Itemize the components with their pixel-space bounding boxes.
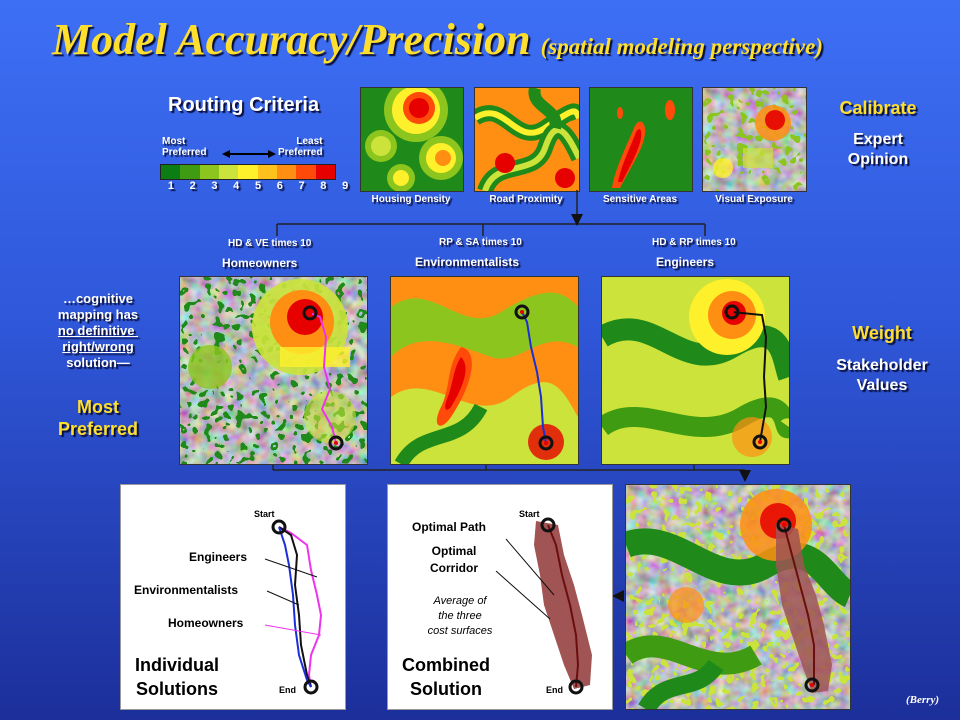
scale-number-7: 7: [298, 180, 305, 192]
combined-end-label: End: [546, 685, 563, 695]
start-label: Start: [254, 509, 275, 519]
homeowners-label: Homeowners: [222, 256, 298, 270]
engineers-label: Engineers: [656, 255, 715, 269]
label-average-cost: Average of the three cost surfaces: [427, 595, 493, 637]
scale-number-1: 1: [167, 180, 174, 192]
title-subtitle: (spatial modeling perspective): [540, 34, 823, 59]
environmentalists-label: Environmentalists: [415, 255, 520, 269]
scale-number-6: 6: [276, 180, 283, 192]
homeowners-formula: HD & VE times 10: [228, 238, 312, 249]
scale-number-9: 9: [342, 180, 349, 192]
individual-caption: Individual Solutions: [134, 655, 219, 699]
scale-number-5: 5: [254, 180, 262, 192]
label-optimal-corridor: Optimal Corridor: [430, 544, 478, 575]
page-title: Model Accuracy/Precision (spatial modelin…: [52, 14, 823, 65]
criteria-label-sensitive: Sensitive Areas: [602, 194, 678, 205]
cognitive-text-3: solution—: [66, 355, 130, 370]
engineers-map: [601, 276, 790, 465]
combined-solution-panel: Start End Optimal Path Optimal Corridor …: [387, 484, 613, 710]
sensitive-areas-map: [589, 87, 693, 192]
calibrate-subtitle: Expert Opinion: [847, 131, 909, 168]
double-arrow-icon: [222, 150, 276, 158]
scale-swatch-1: [161, 165, 181, 179]
scale-swatch-8: [296, 165, 316, 179]
label-optimal-path: Optimal Path: [412, 520, 487, 534]
visual-exposure-map: [702, 87, 807, 192]
routing-criteria-title: Routing Criteria: [168, 94, 320, 116]
cognitive-text-2: no definitive right/wrong: [57, 323, 135, 354]
calibrate-title: Calibrate: [839, 98, 917, 118]
combined-start-label: Start: [519, 509, 540, 519]
cognitive-text-1: …cognitive mapping has: [57, 291, 139, 322]
individual-solutions-panel: Start End Engineers Environmentalists Ho…: [120, 484, 346, 710]
combined-caption: Combined Solution: [402, 655, 490, 699]
scale-swatch-4: [218, 165, 239, 179]
road-proximity-map: [474, 87, 580, 192]
scale-swatch-5: [238, 165, 258, 179]
environmentalists-map: [390, 276, 579, 465]
scale-number-8: 8: [320, 180, 327, 192]
housing-density-map: [360, 87, 464, 192]
criteria-label-road: Road Proximity: [489, 194, 563, 205]
weight-title: Weight: [852, 323, 912, 343]
scale-swatch-6: [257, 165, 277, 179]
scale-numbers: 1 2 3 4 5 6 7 8 9: [160, 181, 356, 192]
title-main: Model Accuracy/Precision: [52, 15, 531, 64]
label-engineers: Engineers: [189, 550, 248, 564]
scale-number-2: 2: [189, 180, 196, 192]
scale-swatch-3: [199, 165, 219, 179]
scale-number-4: 4: [233, 180, 240, 192]
legend-least-preferred: Least Preferred: [278, 136, 323, 158]
scale-swatch-7: [276, 165, 297, 179]
legend-most-preferred: Most Preferred: [162, 136, 207, 158]
criteria-label-visual: Visual Exposure: [715, 194, 793, 205]
combined-solution-map: [625, 484, 851, 710]
scale-number-3: 3: [211, 180, 218, 192]
criteria-label-housing: Housing Density: [371, 194, 451, 205]
environmentalists-formula: RP & SA times 10: [439, 237, 522, 248]
label-homeowners: Homeowners: [168, 616, 244, 630]
scale-swatch-2: [180, 165, 200, 179]
credit-text: (Berry): [906, 694, 939, 706]
color-scale-bar: [160, 164, 336, 180]
combined-corridor: [495, 517, 592, 695]
label-environmentalists: Environmentalists: [134, 583, 239, 597]
most-preferred-text: Most Preferred: [57, 397, 139, 439]
engineers-formula: HD & RP times 10: [652, 237, 736, 248]
scale-swatch-9: [315, 165, 335, 179]
end-label: End: [279, 685, 296, 695]
individual-paths: [264, 519, 323, 695]
weight-subtitle: Stakeholder Values: [836, 357, 928, 394]
homeowners-map: [179, 276, 368, 465]
